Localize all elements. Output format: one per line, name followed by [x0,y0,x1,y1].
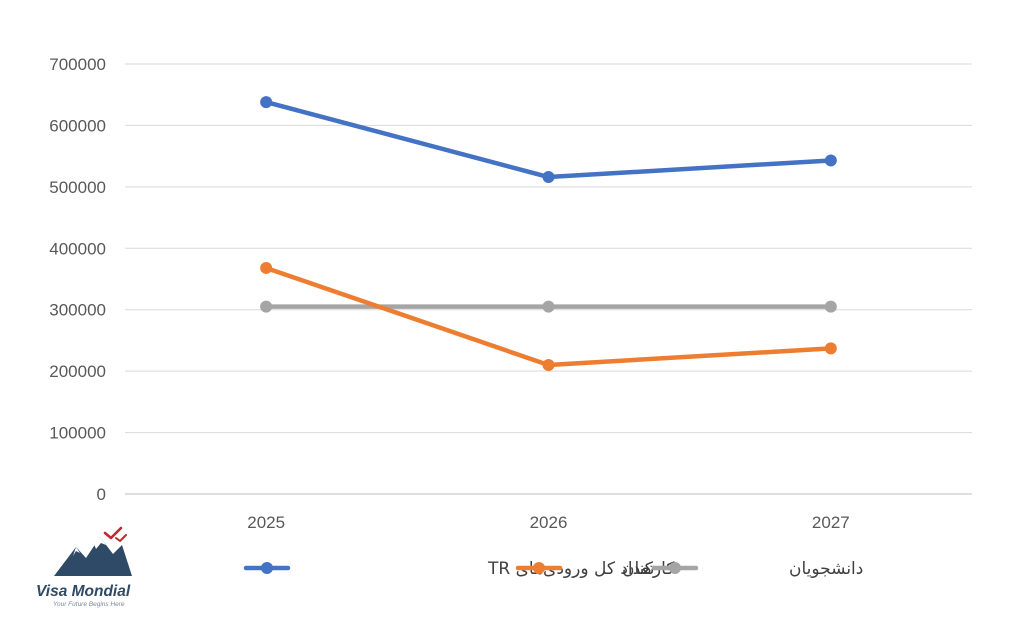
series-3 [260,300,837,313]
data-point [260,96,273,109]
x-tick-label: 2026 [530,513,568,532]
legend-item-1: تعداد کل ورودی‌های TR [243,559,655,579]
series-line [263,265,834,368]
y-axis-tick-labels: 0 100000 200000 300000 400000 500000 600000 700… [49,55,106,504]
logo-name: Visa Mondial [36,583,131,600]
x-axis-tick-labels: 2025 2026 2027 [247,513,849,532]
y-tick-label: 300000 [49,301,106,320]
legend-label: کارکنان [622,559,675,579]
data-point [824,300,837,313]
y-tick-label: 0 [97,485,106,504]
data-point [824,342,837,355]
legend-item-3: دانشجویان [651,559,863,579]
series-1 [260,96,837,184]
legend-label: دانشجویان [789,559,863,579]
data-point [542,171,555,184]
y-tick-label: 700000 [49,55,106,74]
x-tick-label: 2027 [812,513,850,532]
data-point [824,154,837,167]
series-lines [260,96,837,371]
y-tick-label: 600000 [49,116,106,135]
legend-item-2: کارکنان [515,559,675,579]
x-tick-label: 2025 [247,513,285,532]
legend-swatch-marker [261,562,273,574]
data-point [260,261,273,274]
logo-tagline: Your Future Begins Here [53,601,125,608]
legend-swatch-marker [669,562,681,574]
data-point [542,359,555,371]
series-2 [260,261,837,371]
y-tick-label: 200000 [49,362,106,381]
y-tick-label: 100000 [49,424,106,443]
series-line [263,99,834,180]
legend-swatch-marker [533,562,545,574]
data-point [260,300,273,313]
y-tick-label: 500000 [49,178,106,197]
visa-mondial-logo: Visa Mondial Your Future Begins Here [36,526,132,608]
mountain-logo-icon [54,526,132,576]
y-tick-label: 400000 [49,239,106,258]
gridlines [125,63,972,495]
data-point [542,300,555,313]
legend-label: تعداد کل ورودی‌های TR [487,559,655,579]
